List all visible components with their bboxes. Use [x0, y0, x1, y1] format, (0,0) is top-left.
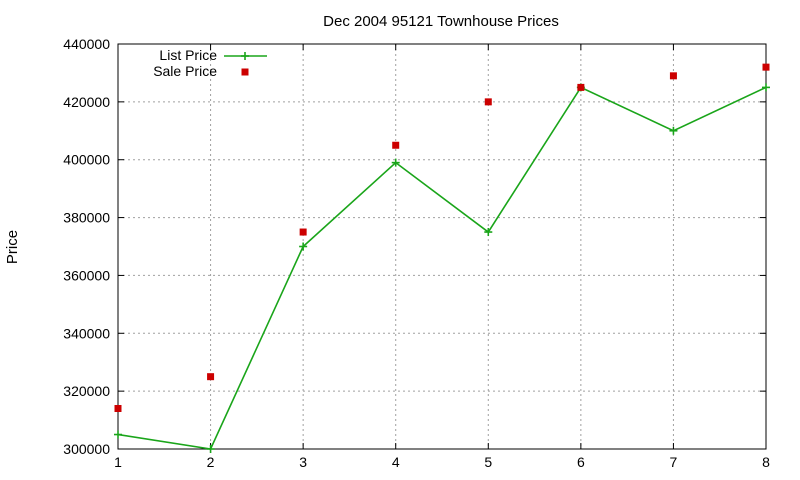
x-tick-label: 4: [392, 454, 400, 470]
x-tick-label: 6: [577, 454, 585, 470]
y-tick-label: 340000: [63, 325, 110, 341]
sale-price-point: [484, 98, 492, 106]
x-tick-label: 5: [484, 454, 492, 470]
axis-ticks: [117, 43, 767, 450]
sale-price-legend-marker: [241, 68, 249, 76]
list-price-point: [484, 228, 493, 237]
y-tick-label: 420000: [63, 94, 110, 110]
y-tick-label: 380000: [63, 210, 110, 226]
y-axis-label: Price: [4, 230, 21, 264]
series: [114, 63, 770, 453]
legend-label-list-price: List Price: [159, 47, 217, 63]
sale-price-point: [577, 83, 585, 91]
list-price-point: [114, 430, 122, 439]
sale-price-point: [114, 405, 122, 412]
grid-lines: [118, 44, 766, 449]
legend-sample-list-price: [224, 52, 267, 60]
x-tick-label: 2: [207, 454, 215, 470]
sale-price-point: [762, 63, 770, 71]
x-tick-label: 1: [114, 454, 122, 470]
legend-sample-sale-price: [241, 68, 249, 76]
sale-price-point: [207, 373, 215, 381]
x-tick-labels: 1 2 3 4 5 6 7 8: [114, 454, 770, 470]
legend-label-sale-price: Sale Price: [153, 63, 217, 79]
y-tick-label: 360000: [63, 267, 110, 283]
sale-price-point: [669, 72, 677, 80]
sale-price-point: [299, 228, 307, 236]
list-price-line: [117, 86, 767, 450]
sale-price-point: [392, 141, 400, 149]
list-price-point: [206, 445, 215, 453]
y-tick-label: 440000: [63, 36, 110, 52]
y-tick-label: 400000: [63, 152, 110, 168]
list-price-point: [762, 83, 770, 92]
legend: List Price Sale Price: [153, 47, 267, 79]
y-tick-label: 300000: [63, 441, 110, 457]
list-price-point: [391, 158, 400, 167]
x-tick-label: 8: [762, 454, 770, 470]
list-price-legend-marker: [241, 52, 249, 60]
y-tick-label: 320000: [63, 383, 110, 399]
plot-frame: [117, 43, 767, 450]
x-tick-label: 3: [299, 454, 307, 470]
y-tick-labels: 300000 320000 340000 360000 380000 400000 4200…: [63, 36, 110, 457]
x-tick-label: 7: [670, 454, 678, 470]
list-price-point: [299, 242, 308, 251]
list-price-point: [669, 126, 678, 135]
chart-title: Dec 2004 95121 Townhouse Prices: [323, 13, 559, 30]
